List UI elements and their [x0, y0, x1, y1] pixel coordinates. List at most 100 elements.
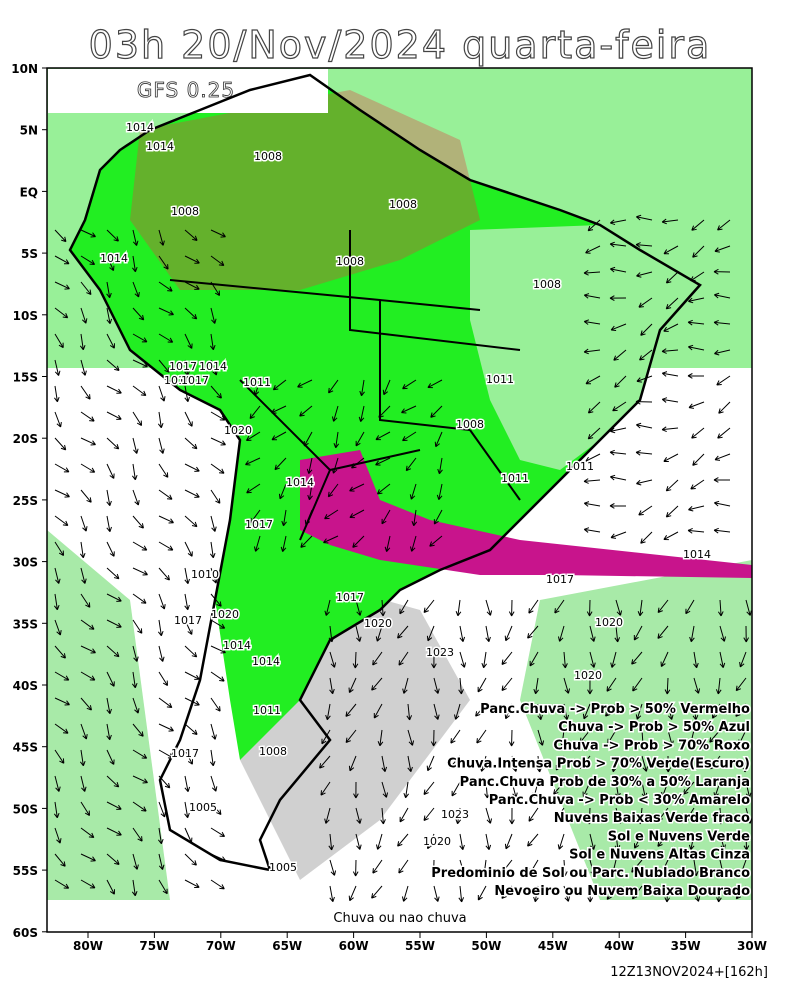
lat-label: 15S	[13, 371, 38, 385]
wind-arrow	[610, 323, 627, 332]
wind-arrow	[718, 401, 731, 414]
wind-arrow	[54, 827, 62, 844]
wind-arrow	[579, 729, 591, 744]
wind-arrow	[477, 885, 487, 901]
wind-arrow	[426, 833, 435, 850]
wind-arrow	[640, 531, 653, 544]
isobar-label: 1008	[533, 278, 561, 291]
wind-arrow	[639, 729, 646, 747]
wind-arrow	[184, 359, 190, 377]
wind-arrow	[281, 509, 287, 527]
wind-arrow	[333, 431, 340, 449]
wind-arrow	[615, 599, 623, 616]
legend-entry: Panc.Chuva -> Prob > 50% Vermelho	[480, 702, 750, 717]
wind-arrow	[132, 333, 148, 343]
wind-arrow	[106, 749, 115, 765]
wind-arrow	[184, 255, 200, 264]
lat-label: 20S	[13, 432, 38, 446]
wind-arrow	[132, 541, 148, 551]
wind-arrow	[745, 781, 752, 798]
wind-arrow	[54, 645, 66, 659]
wind-arrow	[713, 527, 731, 534]
wind-arrow	[131, 879, 138, 897]
wind-arrow	[184, 567, 190, 585]
wind-arrow	[271, 405, 287, 414]
wind-arrow	[80, 671, 96, 681]
wind-arrow	[373, 703, 383, 719]
wind-arrow	[557, 625, 565, 642]
wind-arrow	[641, 755, 648, 772]
lat-label: 25S	[13, 494, 38, 508]
wind-arrow	[80, 229, 96, 238]
legend-entry: Sol e Nuvens Verde	[608, 829, 750, 844]
wind-arrow	[688, 344, 705, 351]
wind-arrow	[430, 405, 443, 418]
wind-arrow	[660, 651, 669, 667]
wind-arrow	[685, 599, 695, 615]
wind-arrow	[372, 859, 383, 874]
wind-arrow	[210, 775, 218, 792]
wind-arrow	[158, 827, 164, 845]
wind-arrow	[661, 426, 679, 433]
wind-arrow	[691, 219, 705, 231]
wind-arrow	[458, 885, 465, 903]
lat-label: 40S	[13, 679, 38, 693]
wind-arrow	[158, 281, 173, 292]
wind-arrow	[54, 385, 60, 403]
lat-label: EQ	[20, 185, 38, 199]
wind-arrow	[612, 401, 627, 412]
wind-arrow	[210, 827, 226, 837]
wind-arrow	[184, 411, 193, 427]
isobar-label: 1008	[456, 418, 484, 431]
wind-arrow	[657, 625, 669, 639]
wind-arrow	[210, 385, 222, 399]
wind-arrow	[54, 515, 69, 527]
wind-arrow	[210, 593, 222, 607]
wind-arrow	[371, 677, 383, 691]
wind-arrow	[485, 833, 492, 851]
wind-arrow	[529, 859, 539, 875]
legend: Panc.Chuva -> Prob > 50% Vermelho Chuva -…	[430, 701, 752, 901]
wind-arrow	[610, 474, 627, 481]
wind-arrow	[398, 859, 409, 874]
wind-arrow	[80, 853, 96, 862]
wind-arrow	[80, 385, 91, 400]
wind-arrow	[693, 885, 701, 902]
wind-arrow	[380, 807, 386, 825]
wind-arrow	[636, 214, 653, 221]
wind-arrow	[713, 319, 731, 326]
wind-arrow	[610, 651, 617, 668]
wind-arrow	[53, 801, 60, 819]
lon-label: 75W	[139, 939, 169, 953]
wind-arrow	[636, 271, 653, 278]
wind-arrow	[358, 405, 365, 422]
wind-arrow	[536, 755, 543, 773]
isobar-label: 1011	[486, 373, 514, 386]
wind-arrow	[692, 245, 705, 258]
wind-arrow	[589, 833, 596, 850]
wind-arrow	[459, 625, 466, 643]
wind-arrow	[210, 515, 217, 532]
wind-arrow	[132, 775, 148, 784]
wind-arrow	[537, 703, 543, 721]
wind-arrow	[527, 833, 539, 847]
lon-label: 35W	[671, 939, 701, 953]
wind-arrow	[635, 242, 653, 248]
lon-label: 65W	[272, 939, 302, 953]
wind-arrow	[158, 437, 165, 454]
wind-arrow	[184, 385, 190, 403]
wind-arrow	[319, 755, 331, 769]
wind-arrow	[688, 505, 705, 512]
wind-arrow	[661, 397, 679, 403]
wind-arrow	[739, 651, 747, 668]
wind-arrow	[345, 729, 357, 744]
wind-arrow	[583, 348, 601, 355]
wind-arrow	[563, 703, 570, 721]
wind-arrow	[157, 619, 164, 637]
wind-arrow	[450, 729, 461, 744]
wind-arrow	[508, 599, 515, 617]
wind-arrow	[209, 749, 216, 767]
wind-arrow	[501, 885, 513, 899]
isobar-label: 1011	[253, 704, 281, 717]
wind-arrow	[615, 781, 621, 799]
